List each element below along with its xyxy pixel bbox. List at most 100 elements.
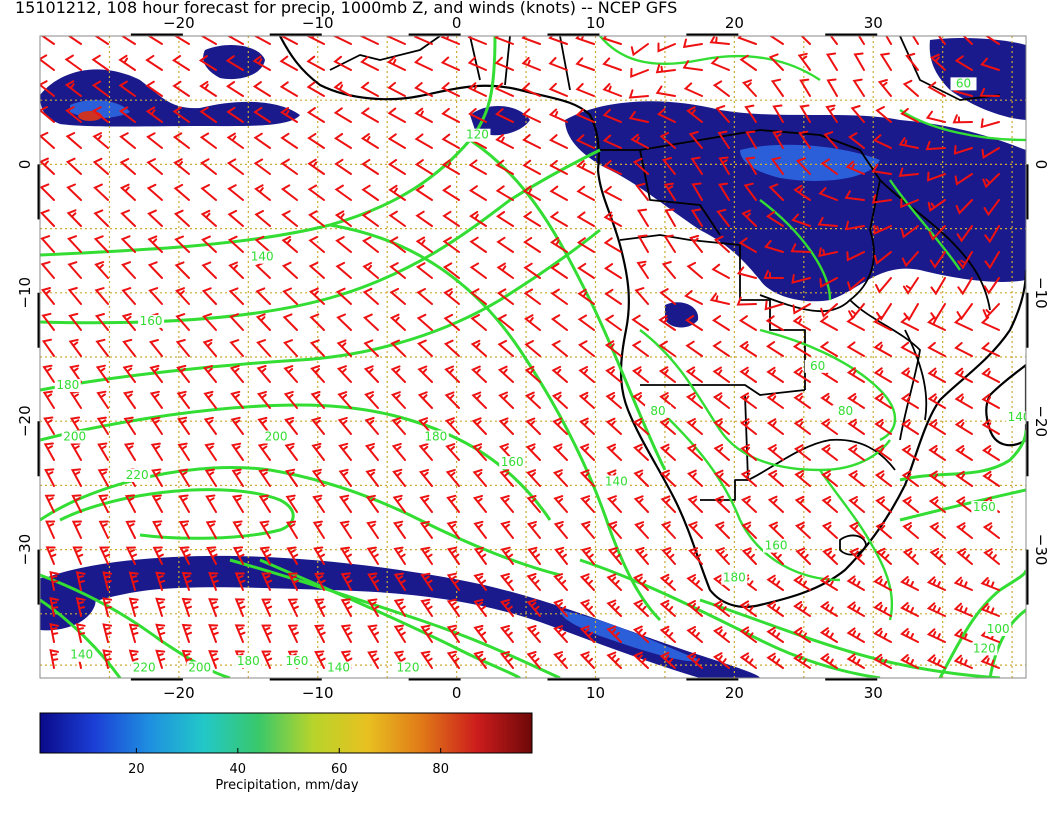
wind-barb [526, 625, 541, 643]
contour-africa-6 [819, 469, 894, 621]
wind-barb [366, 546, 379, 565]
wind-barb [817, 216, 838, 227]
wind-barb [930, 277, 946, 296]
wind-barb [928, 496, 946, 513]
wind-barb [173, 209, 190, 227]
wind-barb [928, 470, 946, 487]
wind-barb [926, 576, 946, 591]
wind-barb [524, 340, 541, 357]
wind-barb [45, 520, 56, 539]
wind-barb [659, 625, 676, 643]
wind-barb [361, 184, 379, 201]
wind-barb [521, 56, 541, 71]
wind-barb [659, 573, 676, 591]
wind-barb [526, 495, 541, 513]
wind-barb [685, 340, 703, 357]
wind-barb [281, 235, 298, 253]
wind-barb [279, 36, 298, 45]
wind-barb [388, 184, 406, 201]
wind-barb [361, 236, 379, 253]
wind-barb [340, 598, 353, 617]
wind-barb [602, 134, 622, 149]
wind-barb [710, 56, 730, 71]
wind-barb [791, 274, 811, 284]
wind-barb [173, 36, 190, 45]
wind-barb [307, 158, 325, 175]
contour-label: 80 [650, 404, 665, 418]
wind-barb [902, 277, 919, 295]
wind-barb [283, 339, 298, 357]
wind-barb [149, 364, 163, 383]
contour-label: 200 [188, 661, 211, 675]
wind-barb [764, 239, 784, 253]
contour-1 [40, 36, 497, 257]
wind-barb [203, 416, 217, 435]
contour-12 [259, 558, 521, 678]
wind-barb [314, 572, 326, 591]
contour-label-bg [186, 661, 213, 675]
wind-barb [713, 443, 730, 461]
wind-barb [718, 156, 730, 175]
wind-barb [234, 572, 246, 591]
wind-barb [929, 522, 946, 539]
wind-barb [41, 312, 55, 331]
wind-barb [413, 36, 433, 45]
wind-barb [521, 36, 541, 45]
lon-tick-label-bottom: 30 [864, 684, 883, 702]
wind-barb [576, 237, 595, 253]
wind-barb [930, 53, 946, 71]
wind-barb [576, 160, 595, 175]
wind-barb [500, 546, 514, 565]
wind-barb [659, 417, 676, 435]
wind-barb [873, 393, 892, 409]
wind-barb [418, 417, 433, 435]
wind-barb [199, 80, 217, 97]
wind-barb [660, 495, 676, 513]
colorbar-ticks: 20 40 60 80 [128, 748, 449, 777]
wind-barb [630, 133, 649, 149]
wind-barb [846, 251, 865, 262]
wind-barb [443, 313, 460, 331]
contour-labels: 140 160 180 200 220 200 180 160 140 120 140 220 200 1… [54, 76, 1026, 675]
wind-barb [655, 85, 676, 97]
wind-barb [40, 54, 55, 71]
wind-barb [606, 625, 622, 643]
contour-label-bg [124, 468, 151, 482]
wind-barb [873, 653, 892, 669]
wind-barb [393, 572, 406, 591]
wind-barb [367, 650, 380, 669]
wind-barb [522, 185, 541, 201]
wind-barb [981, 393, 1000, 409]
wind-barb [744, 104, 757, 123]
wind-barb [795, 547, 811, 565]
wind-barb [980, 316, 1000, 331]
wind-barb [231, 494, 244, 513]
contour-africa-5 [599, 36, 1026, 142]
wind-barb [713, 469, 730, 487]
wind-barb [900, 225, 919, 239]
wind-barb [123, 442, 136, 461]
wind-barb [497, 314, 514, 331]
precip-central-africa [565, 101, 1026, 302]
contour-label: 160 [765, 539, 788, 553]
lat-tick-label-right: 0 [1032, 160, 1050, 170]
lat-tick-label-left: −30 [16, 534, 34, 566]
wind-barb [980, 577, 1000, 591]
wind-barb [415, 210, 433, 227]
wind-barb [900, 198, 919, 209]
wind-barb [309, 339, 325, 357]
wind-barb [579, 443, 595, 461]
wind-barb [717, 182, 730, 201]
wind-barb [739, 366, 757, 383]
wind-barb [40, 287, 55, 305]
wind-barb [745, 130, 757, 149]
wind-barb [686, 652, 703, 669]
wind-barb [363, 313, 379, 331]
wind-barb [473, 572, 487, 591]
wind-barb [926, 602, 946, 617]
border-east-africa [879, 36, 1001, 421]
wind-barb [764, 300, 784, 311]
wind-barb [70, 442, 82, 461]
wind-barb [739, 600, 757, 617]
wind-barb [181, 597, 192, 617]
